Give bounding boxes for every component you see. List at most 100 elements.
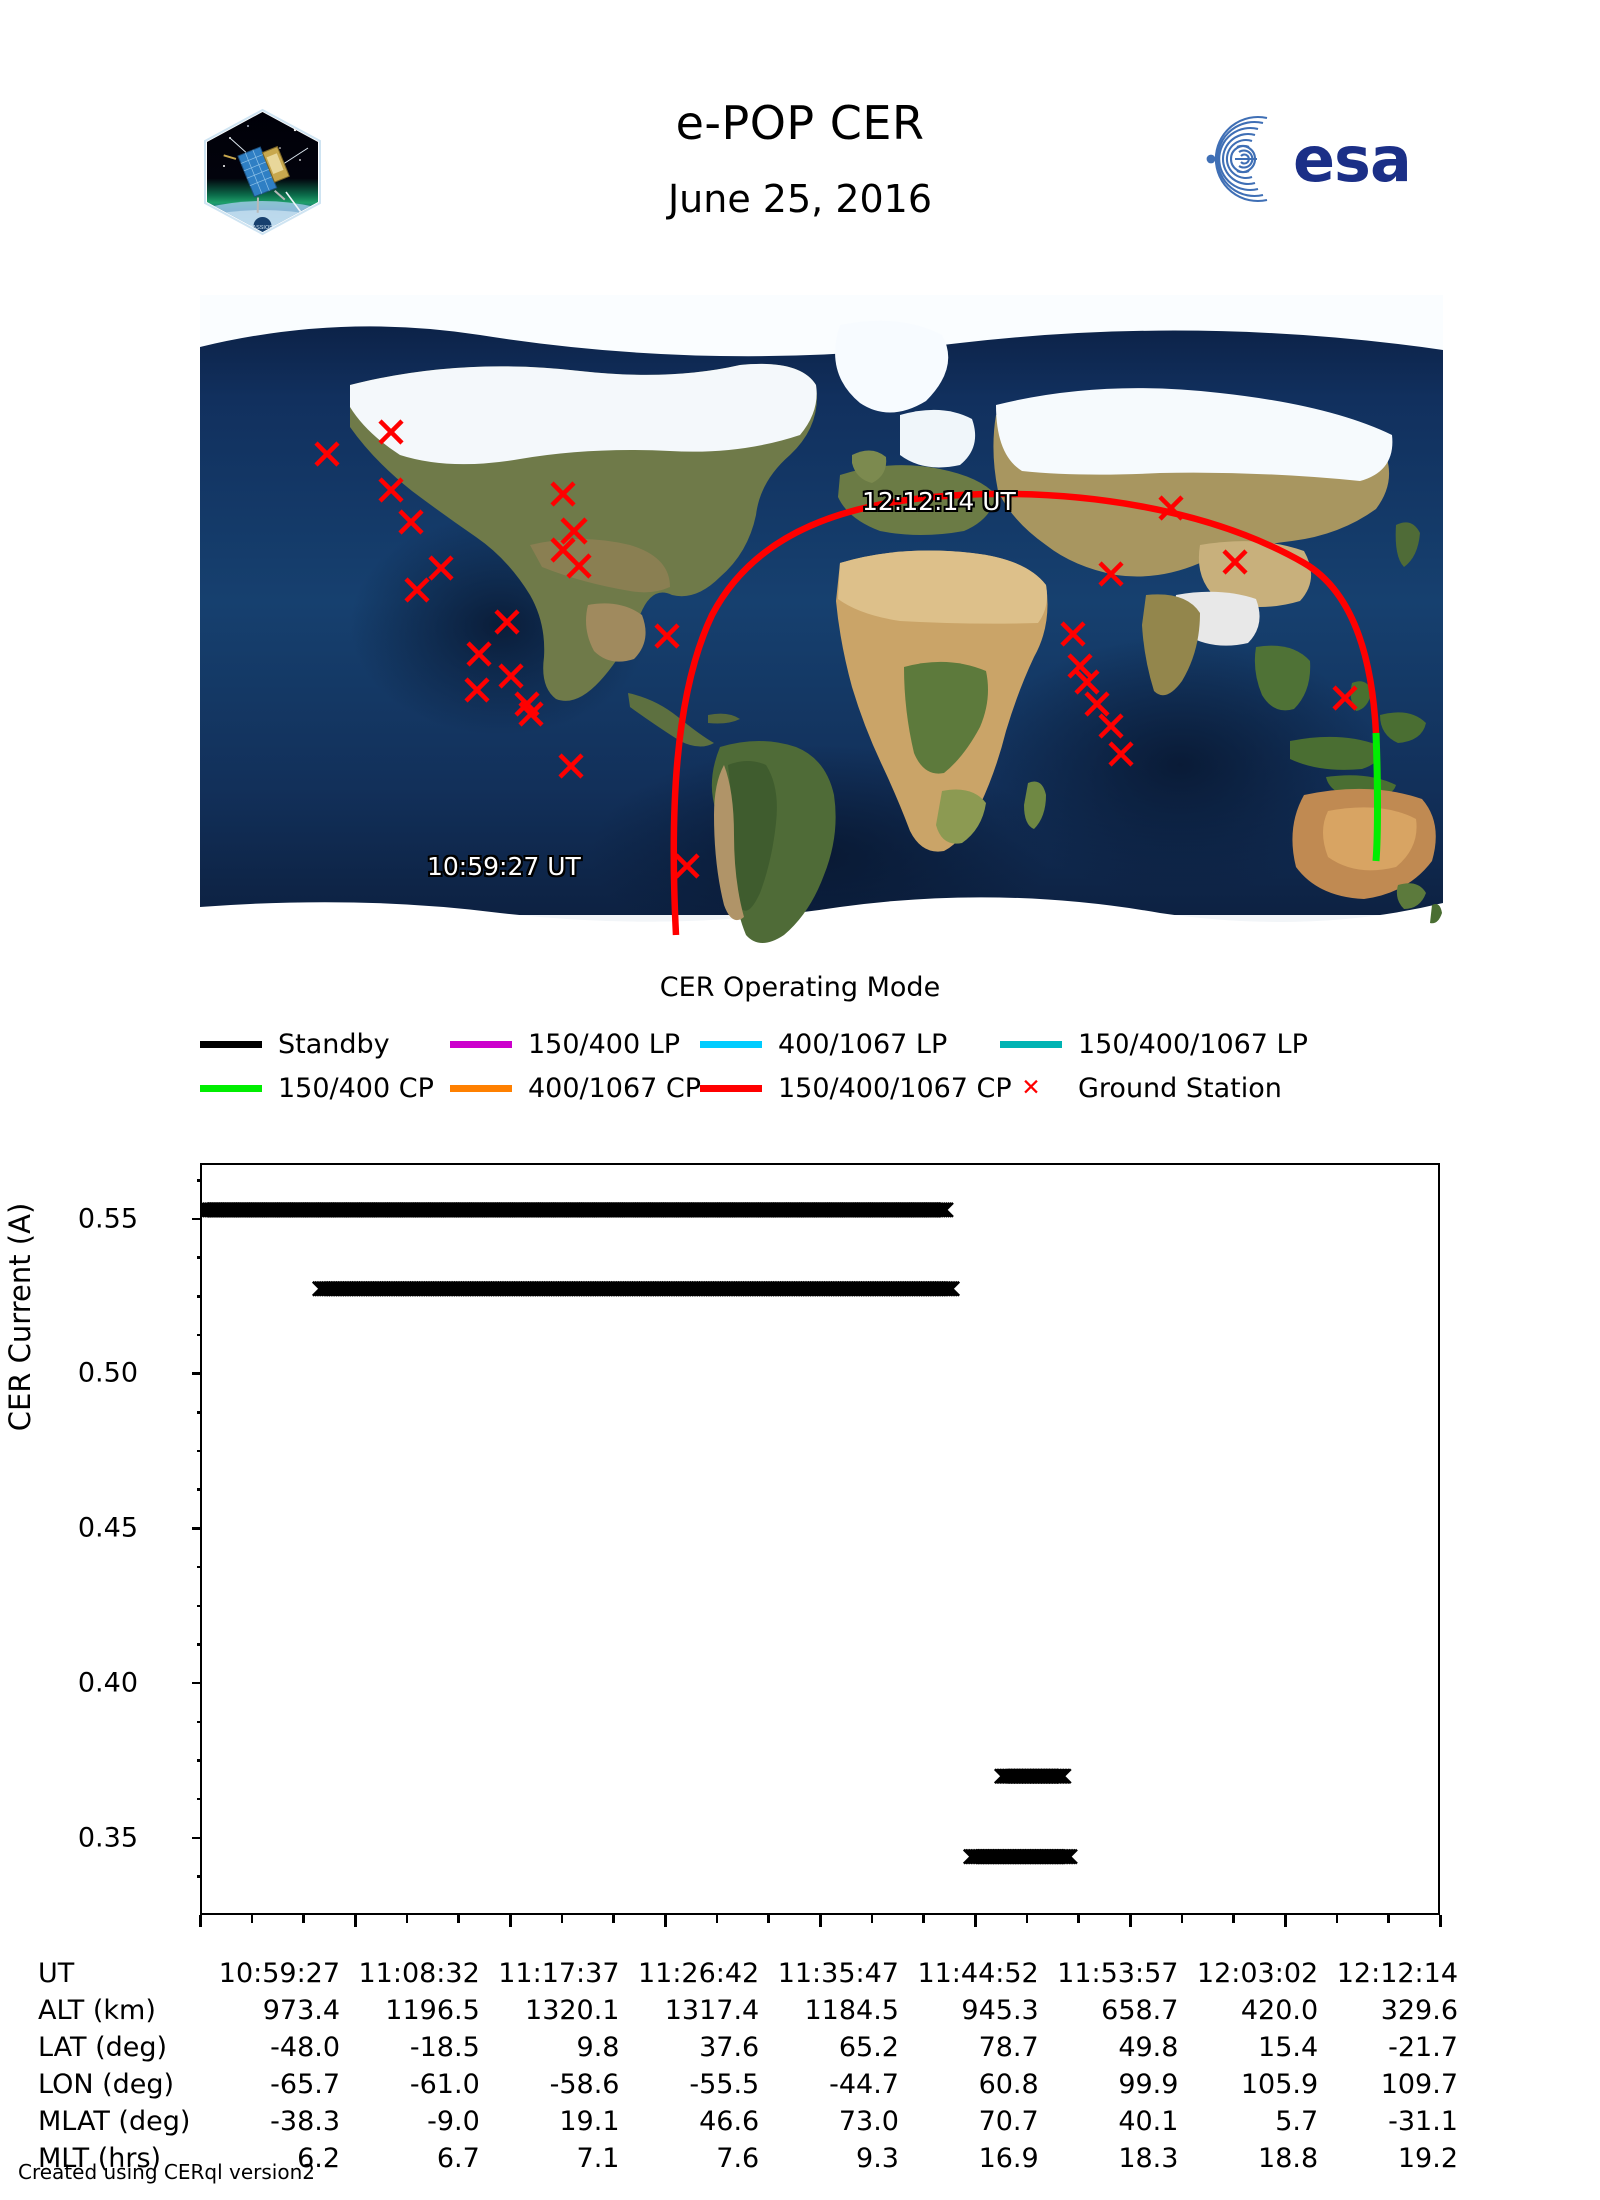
ground-track-map[interactable]: 10:59:27 UT 12:12:14 UT (200, 295, 1443, 978)
cer-mode-legend: Standby 150/400 LP 400/1067 LP 150/400/1… (200, 1022, 1460, 1110)
track-start-time-label: 10:59:27 UT (427, 852, 581, 881)
table-cell: 1196.5 (385, 1995, 480, 2026)
y-tick-major (192, 1527, 203, 1530)
table-cell: 18.3 (1118, 2143, 1179, 2174)
legend-swatch-150-400-cp (200, 1084, 262, 1092)
legend-swatch-150-400-1067-cp (700, 1084, 762, 1092)
legend-swatch-400-1067-lp (700, 1040, 762, 1048)
table-cell: -31.1 (1388, 2106, 1458, 2137)
x-tick-minor (1387, 1915, 1390, 1923)
table-cell: -9.0 (427, 2106, 480, 2137)
legend-label-150-400-1067-lp: 150/400/1067 LP (1078, 1028, 1308, 1060)
x-tick-minor (302, 1915, 305, 1923)
table-cell: -58.6 (549, 2069, 620, 2100)
x-tick-minor (1077, 1915, 1080, 1923)
y-tick-label: 0.50 (77, 1357, 138, 1389)
table-cell: 60.8 (978, 2069, 1039, 2100)
table-cell: 65.2 (838, 2032, 899, 2063)
table-cell: -18.5 (409, 2032, 480, 2063)
esa-logo: esa (1175, 115, 1455, 203)
x-tick-minor (560, 1915, 564, 1923)
page-date: June 25, 2016 (667, 177, 933, 221)
table-cell: 7.1 (576, 2143, 620, 2174)
legend-item-150-400-1067-lp[interactable]: 150/400/1067 LP (1000, 1029, 1308, 1060)
table-row-label: MLAT (deg) (38, 2106, 191, 2137)
table-cell: 1317.4 (664, 1995, 760, 2026)
scatter-series (993, 1768, 1072, 1785)
table-row-label: LAT (deg) (38, 2032, 168, 2063)
legend-swatch-150-400-1067-lp (1000, 1040, 1062, 1048)
table-row-label: UT (38, 1958, 75, 1989)
x-tick-minor (405, 1915, 409, 1923)
table-cell: -21.7 (1388, 2032, 1458, 2063)
world-map-image (200, 295, 1443, 978)
scatter-series (194, 1202, 954, 1218)
table-row: UT 10:59:27 11:08:32 11:17:37 11:26:42 11:35:… (38, 1955, 1458, 1992)
table-cell: 11:17:37 (498, 1958, 620, 1989)
legend-label-400-1067-cp: 400/1067 CP (528, 1072, 702, 1104)
legend-item-150-400-1067-cp[interactable]: 150/400/1067 CP (700, 1073, 1012, 1104)
x-tick-minor (457, 1915, 460, 1923)
table-cell: 19.2 (1397, 2143, 1458, 2174)
legend-item-ground-station[interactable]: ✕ Ground Station (1000, 1073, 1282, 1104)
table-cell: -38.3 (270, 2106, 341, 2137)
table-row-label: ALT (km) (38, 1995, 156, 2026)
legend-item-400-1067-cp[interactable]: 400/1067 CP (450, 1072, 702, 1104)
table-cell: -65.7 (270, 2069, 341, 2100)
table-cell: -48.0 (270, 2032, 341, 2063)
legend-item-400-1067-lp[interactable]: 400/1067 LP (700, 1029, 1000, 1060)
table-cell: 10:59:27 (218, 1958, 341, 1989)
y-tick-major (192, 1681, 203, 1685)
table-cell: 11:08:32 (358, 1958, 480, 1989)
table-cell: 99.9 (1118, 2069, 1179, 2100)
y-tick-major (192, 1217, 203, 1221)
table-cell: -44.7 (829, 2069, 899, 2100)
table-cell: 49.8 (1118, 2032, 1179, 2063)
legend-label-ground-station: Ground Station (1078, 1072, 1282, 1104)
table-cell: -55.5 (689, 2069, 760, 2100)
x-tick-minor (715, 1915, 719, 1923)
table-cell: 11:26:42 (637, 1958, 760, 1989)
table-cell: -61.0 (409, 2069, 480, 2100)
x-tick-major (819, 1915, 822, 1927)
table-cell: 12:12:14 (1336, 1958, 1458, 1989)
y-tick-label: 0.40 (77, 1667, 138, 1699)
legend-label-150-400-1067-cp: 150/400/1067 CP (778, 1072, 1012, 1104)
legend-item-150-400-cp[interactable]: 150/400 CP (200, 1073, 450, 1104)
table-cell: 46.6 (699, 2106, 760, 2137)
table-cell: 6.7 (436, 2143, 480, 2174)
scatter-series (962, 1848, 1078, 1865)
table-cell: 12:03:02 (1196, 1958, 1319, 1989)
legend-item-150-400-lp[interactable]: 150/400 LP (450, 1029, 700, 1060)
legend-label-150-400-lp: 150/400 LP (528, 1028, 681, 1060)
legend-label-150-400-cp: 150/400 CP (278, 1072, 434, 1104)
svg-text:CASSIOPE: CASSIOPE (248, 225, 276, 231)
table-cell: 73.0 (838, 2106, 899, 2137)
table-row: MLAT (deg) -38.3 -9.0 19.1 46.6 73.0 70.7 40.1 5… (38, 2103, 1458, 2140)
table-cell: 37.6 (699, 2032, 760, 2063)
table-row: LON (deg) -65.7 -61.0 -58.6 -55.5 -44.7 60.8 99… (38, 2066, 1458, 2103)
esa-wordmark: esa (1293, 123, 1411, 196)
orbit-parameters-table: UT 10:59:27 11:08:32 11:17:37 11:26:42 11:35:… (38, 1955, 1458, 2177)
cer-current-plot[interactable] (194, 1163, 1440, 1915)
footer-credit: Created using CERql version2 (18, 2160, 315, 2184)
page-title-block: e-POP CER June 25, 2016 (0, 95, 1600, 223)
table-cell: 9.8 (576, 2032, 620, 2063)
y-tick-label: 0.35 (77, 1822, 138, 1854)
x-tick-major (509, 1915, 512, 1927)
y-tick-label: 0.45 (77, 1512, 138, 1544)
table-cell: 973.4 (262, 1995, 341, 2026)
y-tick-major (192, 1372, 203, 1375)
x-tick-minor (1180, 1915, 1184, 1923)
orbit-track-green (1372, 732, 1381, 862)
x-tick-minor (1232, 1915, 1235, 1923)
orbit-track-red (670, 490, 1380, 936)
table-cell: 109.7 (1380, 2069, 1458, 2100)
legend-swatch-400-1067-cp (450, 1084, 512, 1092)
table-cell: 16.9 (978, 2143, 1039, 2174)
y-tick-label: 0.55 (77, 1203, 138, 1235)
legend-label-400-1067-lp: 400/1067 LP (778, 1028, 948, 1060)
ground-station-x-icon: ✕ (1021, 1074, 1041, 1101)
legend-item-standby[interactable]: Standby (200, 1029, 450, 1060)
track-end-time-label: 12:12:14 UT (862, 487, 1016, 516)
